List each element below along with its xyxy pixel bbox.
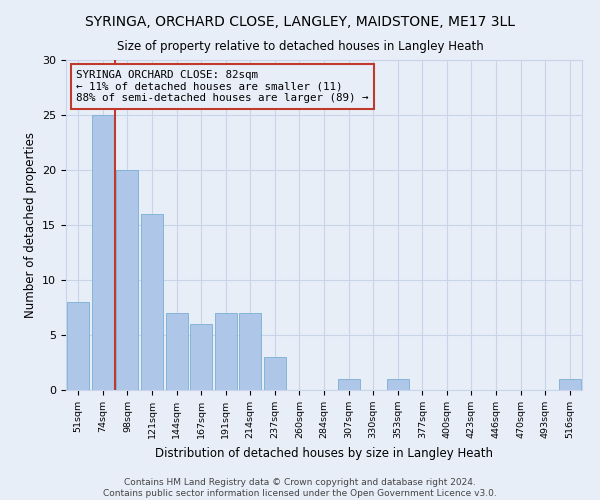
Bar bbox=[190, 324, 212, 390]
Bar bbox=[116, 170, 139, 390]
X-axis label: Distribution of detached houses by size in Langley Heath: Distribution of detached houses by size … bbox=[155, 446, 493, 460]
Bar bbox=[559, 379, 581, 390]
Bar bbox=[386, 379, 409, 390]
Bar bbox=[92, 115, 114, 390]
Text: Contains HM Land Registry data © Crown copyright and database right 2024.
Contai: Contains HM Land Registry data © Crown c… bbox=[103, 478, 497, 498]
Bar bbox=[67, 302, 89, 390]
Bar bbox=[338, 379, 359, 390]
Bar bbox=[215, 313, 237, 390]
Bar bbox=[141, 214, 163, 390]
Y-axis label: Number of detached properties: Number of detached properties bbox=[23, 132, 37, 318]
Bar bbox=[239, 313, 262, 390]
Bar bbox=[166, 313, 188, 390]
Text: Size of property relative to detached houses in Langley Heath: Size of property relative to detached ho… bbox=[116, 40, 484, 53]
Text: SYRINGA, ORCHARD CLOSE, LANGLEY, MAIDSTONE, ME17 3LL: SYRINGA, ORCHARD CLOSE, LANGLEY, MAIDSTO… bbox=[85, 15, 515, 29]
Text: SYRINGA ORCHARD CLOSE: 82sqm
← 11% of detached houses are smaller (11)
88% of se: SYRINGA ORCHARD CLOSE: 82sqm ← 11% of de… bbox=[76, 70, 369, 103]
Bar bbox=[264, 357, 286, 390]
